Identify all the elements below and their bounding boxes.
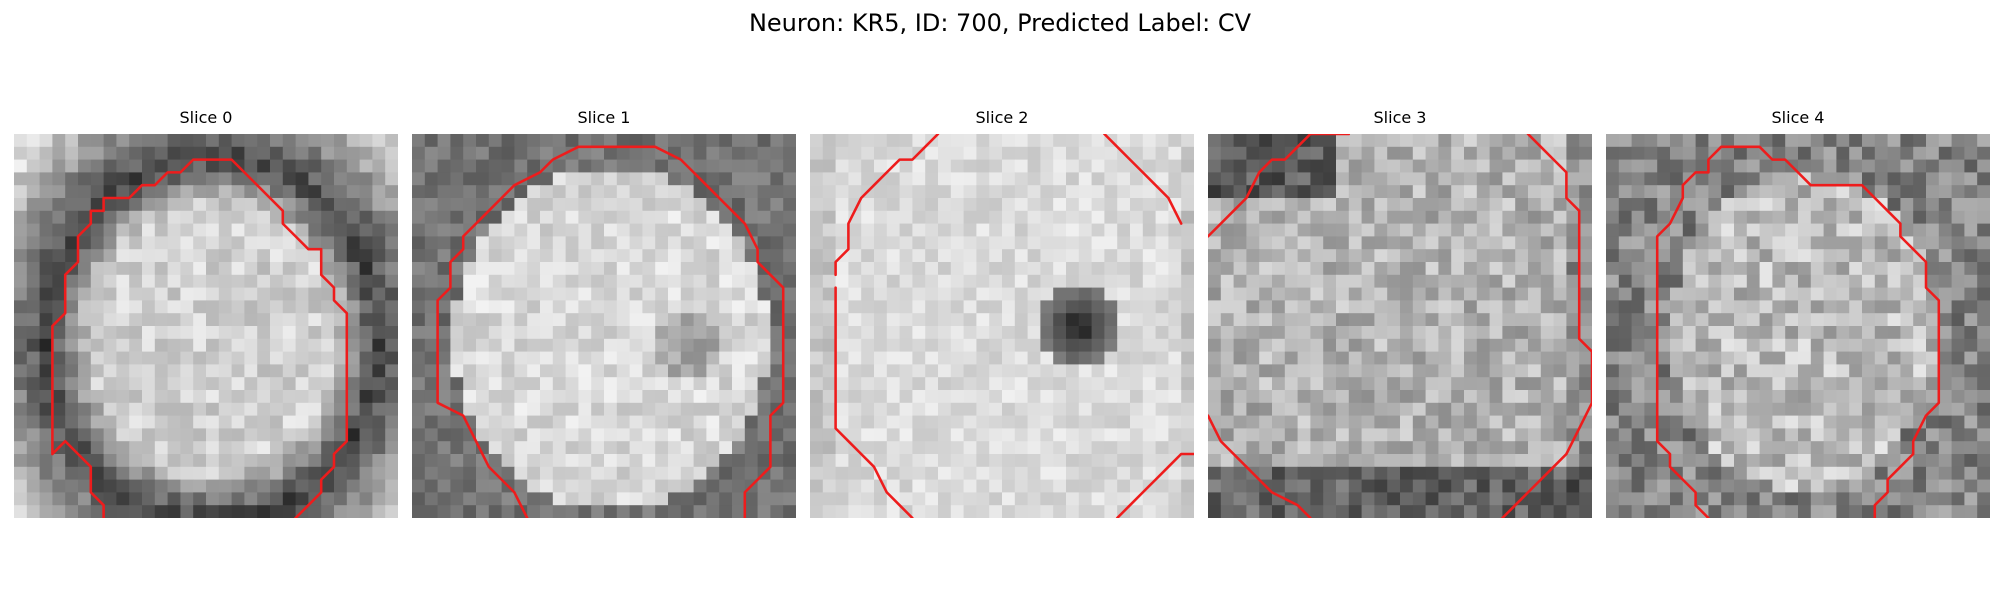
slice-panel-0: Slice 0 xyxy=(14,104,398,522)
pixel-grid xyxy=(412,134,796,518)
segmentation-contour xyxy=(1208,134,1351,238)
slice-title: Slice 0 xyxy=(179,108,233,127)
slice-image xyxy=(1208,134,1592,518)
segmentation-contour xyxy=(51,158,349,518)
slice-image xyxy=(14,134,398,518)
figure-title: Neuron: KR5, ID: 700, Predicted Label: C… xyxy=(748,9,1252,37)
slice-title: Slice 2 xyxy=(975,108,1029,127)
segmentation-contour xyxy=(1103,134,1183,225)
pixel-grid xyxy=(14,134,398,518)
slice-panel-4: Slice 4 xyxy=(1606,104,1990,522)
slice-panel-2: Slice 2 xyxy=(810,104,1194,522)
slice-image xyxy=(810,134,1194,518)
pixel-grid xyxy=(1208,134,1592,518)
pixel-grid xyxy=(1606,134,1990,518)
segmentation-contour xyxy=(834,134,940,277)
segmentation-contour xyxy=(1208,414,1312,518)
segmentation-contour xyxy=(436,145,785,518)
slice-title: Slice 3 xyxy=(1373,108,1427,127)
slice-panel-1: Slice 1 xyxy=(412,104,796,522)
segmentation-contour xyxy=(1655,145,1941,518)
slice-title: Slice 4 xyxy=(1771,108,1825,127)
pixel-grid xyxy=(810,134,1194,518)
slice-title: Slice 1 xyxy=(577,108,631,127)
segmentation-contour xyxy=(1501,134,1592,518)
slice-image xyxy=(1606,134,1990,518)
slice-image xyxy=(412,134,796,518)
segmentation-contour xyxy=(834,286,914,518)
slice-panel-3: Slice 3 xyxy=(1208,104,1592,522)
segmentation-contour xyxy=(1115,452,1194,518)
